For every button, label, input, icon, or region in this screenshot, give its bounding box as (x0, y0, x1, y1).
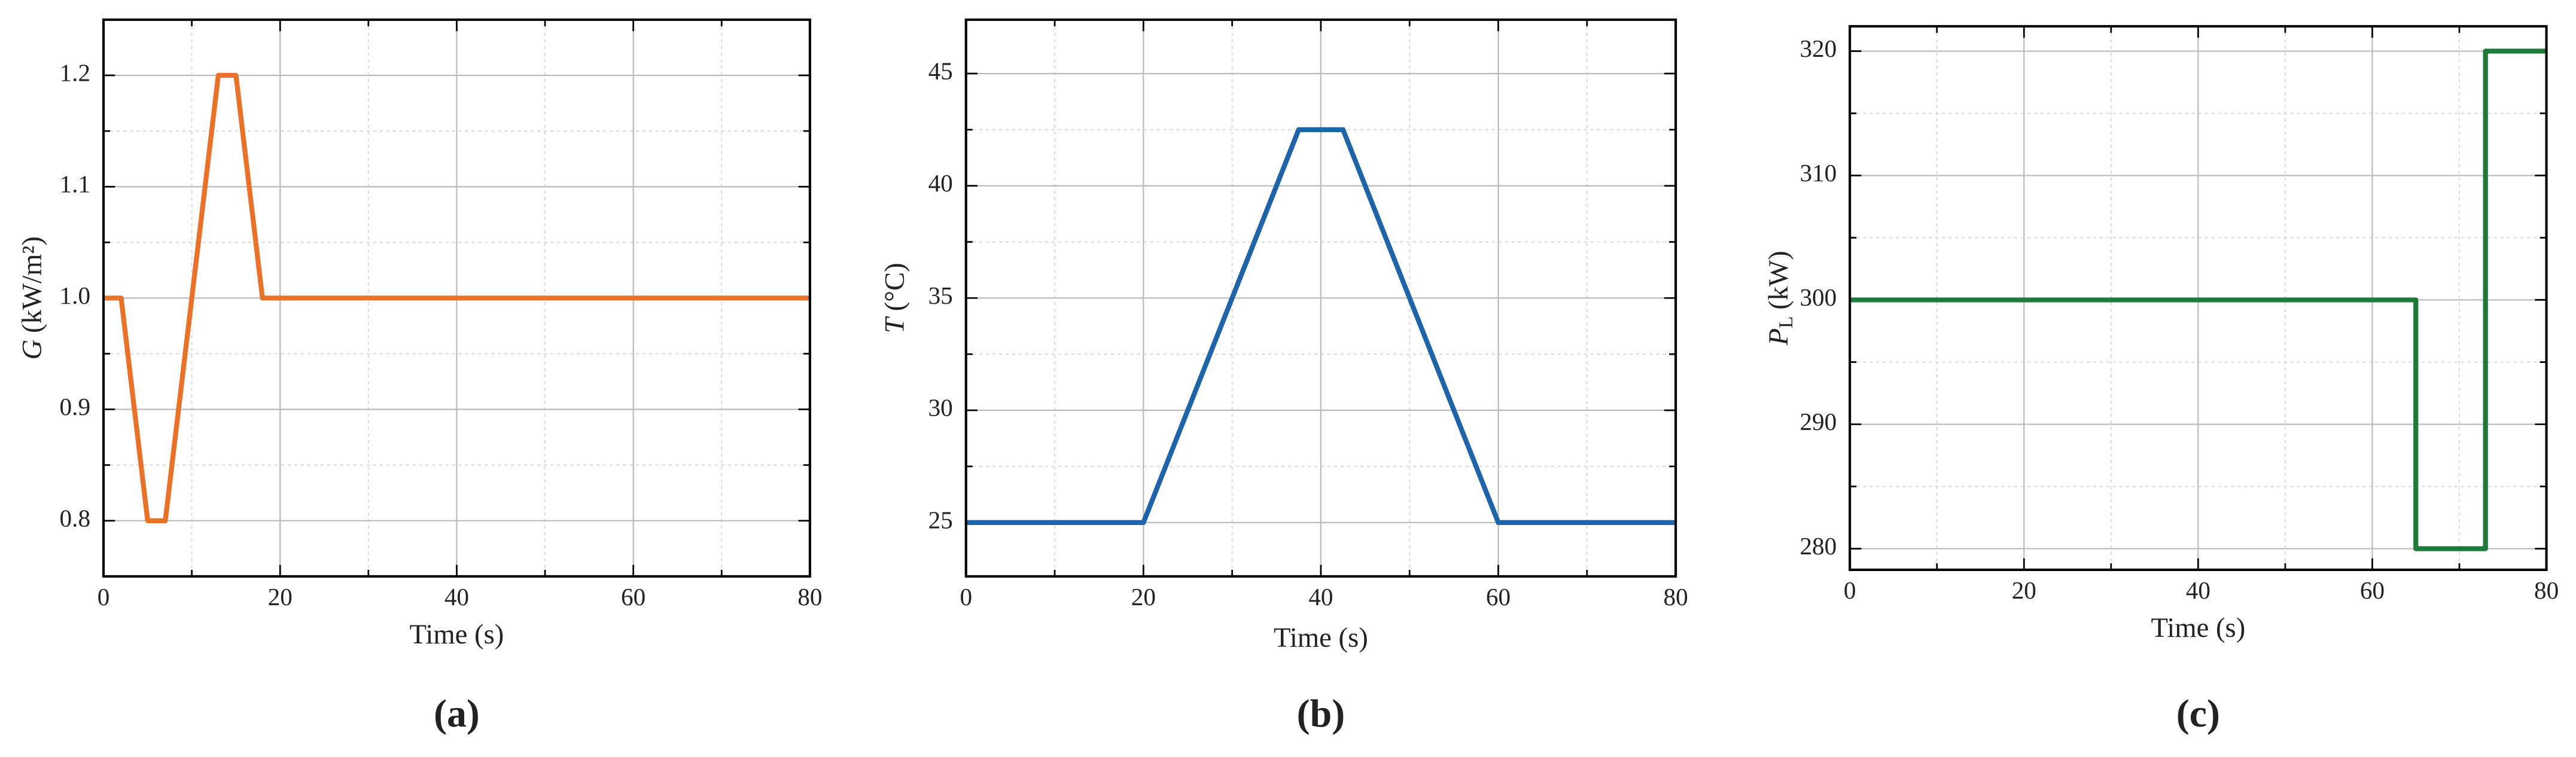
y-tick-label: 0.8 (60, 504, 90, 532)
y-tick-label: 1.2 (60, 59, 90, 87)
chart-panel: 0 20 40 60 80 25 30 35 40 45 Time (s) T (°C) (b) (879, 18, 1688, 735)
plot-frame (964, 18, 1677, 578)
x-tick-label: 20 (268, 583, 293, 611)
y-tick-label: 35 (928, 282, 953, 309)
y-tick-label: 0.9 (60, 393, 90, 420)
panel-caption: (a) (434, 692, 480, 735)
x-tick-label: 60 (2360, 576, 2385, 604)
x-tick-label: 0 (960, 583, 972, 611)
x-tick-label: 20 (2012, 576, 2036, 604)
y-axis-label: PL (kW) (1763, 251, 1797, 346)
x-axis-label: Time (s) (2151, 612, 2245, 643)
y-tick-label: 1.0 (60, 282, 90, 309)
data-line (103, 72, 810, 523)
chart-panel: 0 20 40 60 80 280 290 300 310 320 Time (s) PL (kW) (c… (1763, 25, 2559, 735)
x-axis-label: Time (s) (410, 619, 504, 650)
y-axis-subscript: L (1775, 316, 1796, 328)
x-tick-label: 0 (1844, 576, 1856, 604)
chart-panel: 0 20 40 60 80 0.8 0.9 1.0 1.1 1.2 Time (s) G (kW/m²)… (16, 18, 822, 735)
data-line (966, 127, 1676, 525)
x-tick-label: 80 (797, 583, 822, 611)
plot-frame (102, 18, 811, 578)
plot-frame (1849, 25, 2548, 571)
y-tick-label: 30 (928, 394, 953, 422)
x-tick-label: 80 (1664, 583, 1688, 611)
y-tick-label: 25 (928, 506, 953, 533)
y-axis-label: G (kW/m²) (16, 236, 47, 359)
y-axis-unit: (kW/m²) (16, 236, 47, 333)
y-tick-label: 1.1 (60, 170, 90, 198)
y-tick-label: 320 (1799, 35, 1837, 62)
data-line (1850, 48, 2547, 551)
x-tick-label: 80 (2534, 576, 2559, 604)
y-tick-label: 40 (928, 169, 953, 197)
y-axis-symbol: T (879, 316, 910, 333)
panel-caption: (c) (2176, 692, 2220, 735)
y-tick-label: 310 (1799, 159, 1837, 187)
x-tick-label: 0 (98, 583, 110, 611)
x-tick-label: 60 (621, 583, 645, 611)
y-axis-symbol: P (1763, 328, 1794, 346)
x-tick-label: 40 (1308, 583, 1333, 611)
x-tick-label: 40 (444, 583, 469, 611)
y-tick-label: 280 (1799, 532, 1837, 560)
x-tick-label: 60 (1486, 583, 1511, 611)
y-axis-symbol: G (16, 340, 47, 360)
x-tick-label: 40 (2186, 576, 2210, 604)
y-axis-label: T (°C) (879, 263, 910, 334)
x-axis-label: Time (s) (1274, 622, 1368, 654)
panel-caption: (b) (1297, 692, 1345, 735)
y-tick-label: 290 (1799, 408, 1837, 435)
y-axis-unit: (°C) (879, 263, 910, 312)
x-tick-label: 20 (1131, 583, 1156, 611)
y-tick-label: 45 (928, 57, 953, 85)
y-tick-label: 300 (1799, 283, 1837, 311)
y-axis-unit: (kW) (1763, 251, 1794, 309)
